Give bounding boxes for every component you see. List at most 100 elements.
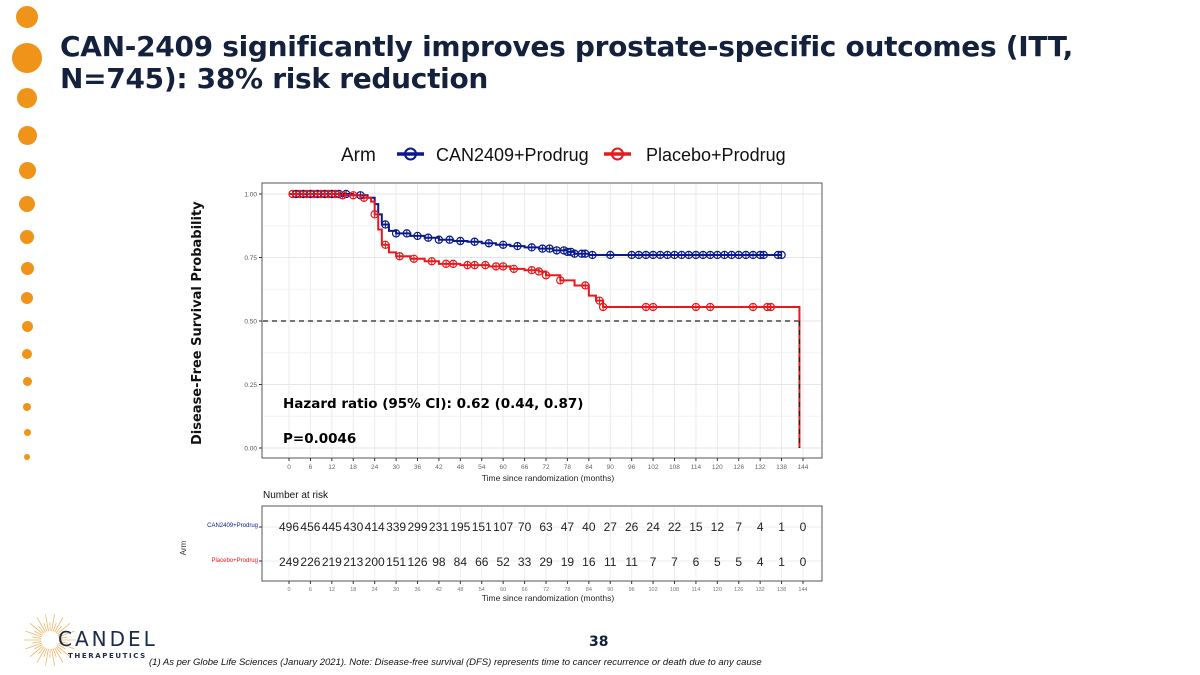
risk-count-placebo: 52 bbox=[496, 555, 510, 569]
sunburst-ray bbox=[45, 648, 49, 666]
hazard-ratio-annotation: Hazard ratio (95% CI): 0.62 (0.44, 0.87) bbox=[283, 396, 583, 412]
risk-row-label-can2409: CAN2409+Prodrug bbox=[207, 523, 258, 529]
sunburst-ray bbox=[25, 630, 42, 638]
risk-x-tick-label: 0 bbox=[287, 587, 290, 593]
x-tick-label: 42 bbox=[435, 464, 443, 471]
sunburst-ray bbox=[34, 644, 43, 650]
censor-marks bbox=[288, 189, 786, 312]
x-tick-label: 0 bbox=[287, 464, 291, 471]
sunburst-ray bbox=[52, 648, 57, 658]
footnote: (1) As per Globe Life Sciences (January … bbox=[149, 657, 762, 668]
risk-x-tick-label: 132 bbox=[756, 587, 765, 593]
risk-table-panel bbox=[261, 505, 823, 582]
decorative-dot bbox=[16, 6, 38, 28]
sunburst-ray bbox=[56, 645, 71, 658]
legend-key-placebo bbox=[604, 147, 631, 161]
risk-count-placebo: 11 bbox=[604, 555, 617, 569]
page-number: 38 bbox=[589, 634, 609, 650]
decorative-dot bbox=[19, 196, 35, 212]
x-tick-label: 84 bbox=[585, 464, 593, 471]
risk-x-tick-label: 72 bbox=[543, 587, 549, 593]
survival-plot-panel: 0.00 0.25 0.50 0.75 1.00 0 6 12 18 24 30 36 42 48 54 6… bbox=[244, 182, 823, 483]
sunburst-ray bbox=[51, 648, 55, 666]
risk-count-can2409: 299 bbox=[407, 520, 427, 534]
risk-count-placebo: 84 bbox=[454, 555, 468, 569]
risk-count-can2409: 63 bbox=[539, 520, 553, 534]
risk-count-can2409: 151 bbox=[472, 520, 492, 534]
risk-count-placebo: 7 bbox=[650, 555, 657, 569]
x-tick-label: 102 bbox=[648, 464, 659, 471]
sunburst-ray bbox=[43, 648, 48, 658]
x-tick-label: 138 bbox=[776, 464, 787, 471]
sunburst-ray bbox=[58, 636, 68, 639]
sunburst-ray bbox=[58, 641, 68, 644]
risk-count-can2409: 7 bbox=[735, 520, 742, 534]
x-tick-label: 132 bbox=[755, 464, 766, 471]
risk-count-placebo: 226 bbox=[300, 555, 320, 569]
risk-count-placebo: 126 bbox=[407, 555, 427, 569]
x-tick-label: 6 bbox=[309, 464, 313, 471]
sunburst-ray bbox=[38, 625, 45, 634]
sunburst-icon bbox=[24, 614, 76, 666]
risk-count-can2409: 47 bbox=[561, 520, 575, 534]
decorative-dot bbox=[23, 453, 31, 461]
sunburst-ray bbox=[29, 645, 44, 658]
risk-x-tick-label: 6 bbox=[309, 587, 312, 593]
risk-count-placebo: 1 bbox=[778, 555, 785, 569]
x-tick-label: 18 bbox=[350, 464, 358, 471]
risk-count-placebo: 200 bbox=[365, 555, 385, 569]
risk-count-can2409: 0 bbox=[800, 520, 807, 534]
decorative-dot bbox=[18, 161, 36, 179]
x-tick-label: 30 bbox=[392, 464, 400, 471]
slide-title: CAN-2409 significantly improves prostate… bbox=[60, 30, 1074, 95]
logo-subtitle: THERAPEUTICS bbox=[68, 652, 147, 660]
risk-count-can2409: 15 bbox=[689, 520, 703, 534]
risk-count-placebo: 249 bbox=[279, 555, 299, 569]
y-tick-label: 1.00 bbox=[244, 192, 257, 199]
risk-count-placebo: 151 bbox=[386, 555, 406, 569]
sunburst-ray bbox=[45, 614, 49, 632]
sunburst-ray bbox=[36, 647, 46, 663]
sunburst-ray bbox=[51, 614, 55, 632]
sunburst-ray bbox=[54, 647, 64, 663]
sunburst-ray bbox=[57, 630, 66, 636]
risk-count-can2409: 70 bbox=[518, 520, 532, 534]
risk-count-placebo: 16 bbox=[582, 555, 596, 569]
risk-x-tick-label: 18 bbox=[350, 587, 356, 593]
risk-count-placebo: 0 bbox=[800, 555, 807, 569]
risk-x-tick-label: 36 bbox=[414, 587, 420, 593]
risk-table-title: Number at risk bbox=[263, 490, 329, 501]
risk-table-y-label: Arm bbox=[179, 540, 188, 555]
sunburst-ray bbox=[56, 622, 71, 635]
legend-title: Arm bbox=[341, 145, 376, 166]
survival-curve-placebo bbox=[289, 193, 801, 448]
risk-count-can2409: 1 bbox=[778, 520, 785, 534]
risk-row-label-placebo: Placebo+Prodrug bbox=[211, 558, 258, 564]
x-axis-label: Time since randomization (months) bbox=[482, 473, 615, 483]
risk-x-tick-label: 108 bbox=[670, 587, 679, 593]
legend-label-placebo: Placebo+Prodrug bbox=[646, 145, 786, 165]
decorative-dot bbox=[20, 261, 34, 275]
risk-table-x-label: Time since randomization (months) bbox=[482, 593, 615, 603]
logo-wordmark: CANDEL bbox=[58, 627, 158, 651]
sunburst-ray bbox=[58, 630, 75, 638]
decorative-dot bbox=[23, 403, 31, 411]
risk-count-placebo: 66 bbox=[475, 555, 489, 569]
sunburst-ray bbox=[32, 641, 42, 644]
decorative-dot bbox=[21, 292, 33, 304]
sunburst-ray bbox=[58, 642, 75, 650]
risk-count-can2409: 445 bbox=[322, 520, 342, 534]
risk-count-can2409: 456 bbox=[300, 520, 320, 534]
p-value-annotation: P=0.0046 bbox=[283, 431, 356, 447]
risk-count-placebo: 4 bbox=[757, 555, 764, 569]
risk-count-placebo: 33 bbox=[518, 555, 532, 569]
decorative-dot bbox=[17, 88, 37, 108]
risk-count-placebo: 98 bbox=[432, 555, 446, 569]
legend-label-can2409: CAN2409+Prodrug bbox=[436, 145, 589, 165]
risk-count-can2409: 4 bbox=[757, 520, 764, 534]
risk-count-can2409: 27 bbox=[604, 520, 618, 534]
risk-count-placebo: 5 bbox=[714, 555, 721, 569]
risk-x-tick-label: 30 bbox=[393, 587, 399, 593]
y-tick-label: 0.00 bbox=[244, 446, 257, 453]
legend-key-can2409 bbox=[397, 147, 424, 161]
